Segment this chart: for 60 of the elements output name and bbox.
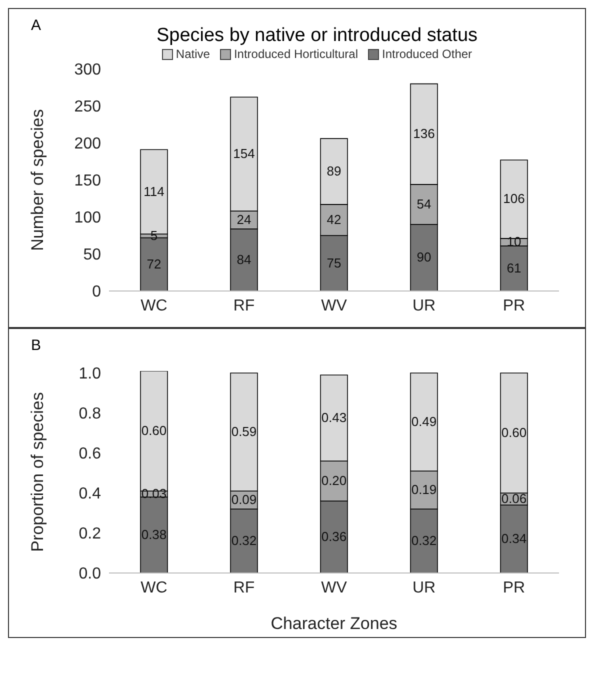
data-label: 90 [416, 250, 432, 265]
data-label: 0.32 [411, 533, 437, 548]
text: A [31, 17, 42, 34]
data-label: 10 [506, 234, 522, 250]
data-label: 0.09 [231, 492, 257, 507]
data-label: 0.59 [231, 424, 257, 439]
x-tick-label: PR [502, 579, 526, 596]
x-tick-label: RF [233, 579, 255, 596]
y-tick-label: 100 [74, 210, 102, 227]
data-label: 24 [236, 212, 252, 227]
y-tick-label: 0.4 [78, 486, 102, 503]
data-label: 0.34 [501, 531, 527, 546]
y-tick-label: 1.0 [78, 366, 102, 383]
x-tick-label: WC [140, 579, 168, 596]
data-label: 0.60 [141, 423, 167, 438]
data-label: 0.36 [321, 529, 347, 544]
data-label: 61 [506, 260, 522, 276]
y-tick-label: 0.6 [78, 446, 102, 463]
y-tick-label: 0.2 [78, 526, 102, 543]
y-axis-title: Proportion of species [28, 392, 48, 552]
data-label: 154 [233, 146, 255, 162]
data-label: 0.19 [411, 482, 437, 497]
data-label: 0.38 [141, 527, 167, 542]
chart-title: Species by native or introduced status [155, 25, 479, 47]
text: B [31, 337, 42, 354]
y-tick-label: 0.8 [78, 406, 102, 423]
data-label: 72 [146, 256, 162, 272]
x-tick-label: WV [321, 297, 348, 314]
data-label: 106 [503, 191, 525, 206]
data-label: 0.20 [321, 473, 347, 488]
data-label: 136 [413, 126, 435, 142]
data-label: 75 [326, 255, 342, 270]
y-tick-label: 200 [74, 136, 102, 153]
y-tick-label: 300 [74, 62, 102, 79]
y-axis-title: Number of species [28, 109, 48, 251]
data-label: 0.60 [501, 425, 527, 440]
data-label: 0.06 [501, 491, 527, 506]
y-tick-label: 0.0 [78, 566, 102, 583]
x-tick-label: UR [412, 297, 436, 314]
legend-label: Native [174, 47, 210, 61]
data-label: 42 [326, 212, 342, 227]
y-tick-label: 250 [74, 98, 102, 116]
data-label: 114 [144, 184, 164, 199]
data-label: 54 [416, 196, 432, 212]
y-tick-label: 0 [92, 284, 102, 301]
legend-label: Introduced Other [381, 47, 472, 61]
x-tick-label: RF [233, 297, 255, 314]
data-label: 0.32 [231, 533, 257, 548]
data-label: 0.43 [321, 410, 347, 425]
legend-label: Introduced Horticultural [232, 47, 358, 61]
x-tick-label: WV [321, 579, 348, 596]
data-label: 89 [326, 163, 342, 178]
data-label: 84 [236, 252, 252, 267]
x-tick-label: WC [140, 297, 168, 314]
x-axis-title: Character Zones [270, 614, 398, 633]
y-tick-label: 150 [74, 172, 102, 190]
y-tick-label: 50 [83, 246, 102, 264]
data-label: 0.49 [411, 414, 437, 429]
x-tick-label: PR [502, 297, 526, 314]
x-tick-label: UR [412, 579, 436, 596]
